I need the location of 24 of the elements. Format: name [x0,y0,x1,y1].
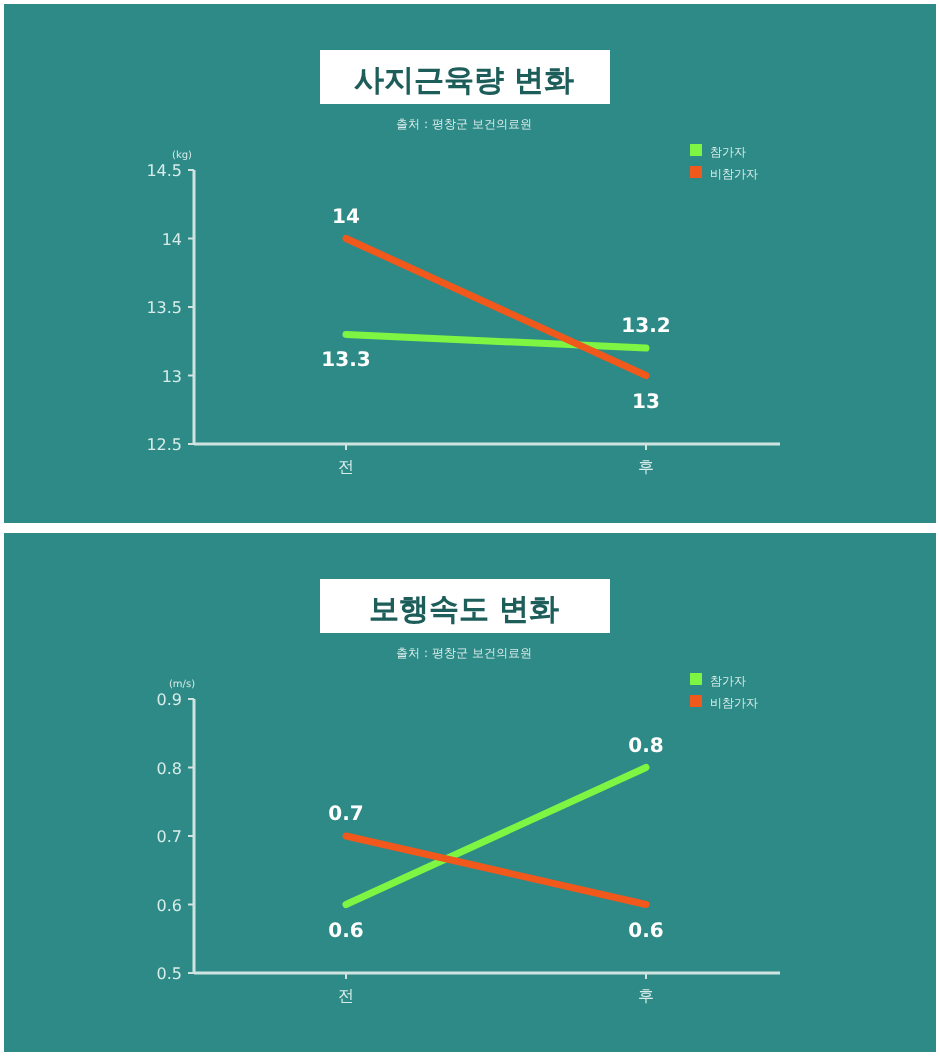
y-tick-label: 0.6 [156,896,182,915]
data-label: 0.7 [328,804,364,826]
y-tick-label: 0.5 [156,965,182,983]
y-tick-label: 14 [161,230,182,249]
y-tick-label: 0.9 [156,691,182,709]
x-tick-label: 후 [638,987,654,1005]
x-tick-label: 전 [338,987,354,1005]
y-tick-label: 14.5 [146,162,182,180]
y-tick-label: 13.5 [146,299,182,317]
data-label: 0.6 [328,920,364,943]
x-tick-label: 후 [638,458,654,476]
y-tick-label: 0.7 [156,828,182,846]
data-label: 14 [332,206,360,229]
y-tick-label: 12.5 [146,436,182,454]
y-tick-label: 13 [161,367,182,386]
data-label: 13.2 [621,316,671,339]
data-label: 13.3 [321,350,371,373]
chart-title: 사지근육량 변화 [353,62,575,98]
chart-title: 보행속도 변화 [368,591,560,627]
data-label: 0.6 [628,920,664,943]
data-label: 0.8 [628,735,664,758]
y-tick-label: 0.8 [156,759,182,778]
data-label: 13 [632,391,660,414]
x-tick-label: 전 [338,458,354,476]
